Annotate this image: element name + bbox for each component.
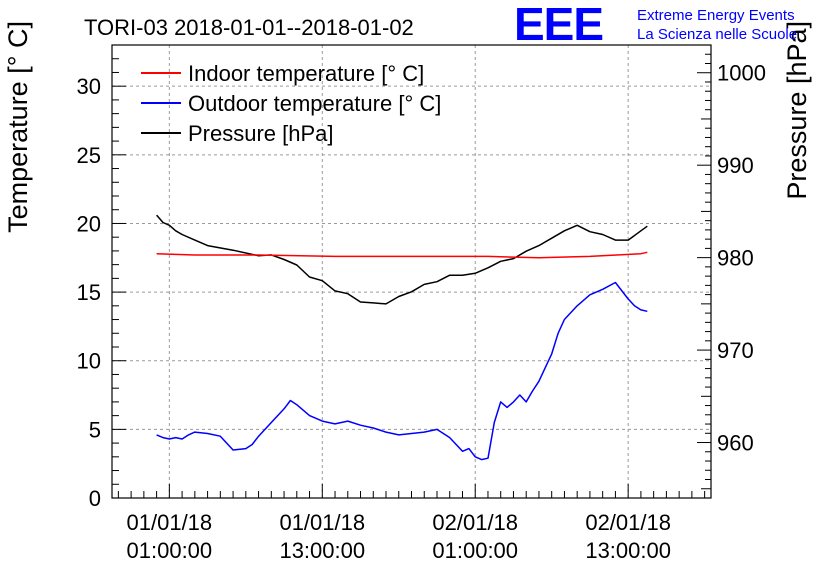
series-line — [156, 251, 648, 259]
legend-label: Outdoor temperature [° C] — [188, 91, 441, 116]
logo-mark: EEE — [514, 0, 603, 50]
y2-tick-label: 970 — [717, 338, 754, 363]
legend-label: Indoor temperature [° C] — [188, 61, 424, 86]
y-tick-label: 20 — [77, 211, 101, 236]
y2-tick-label: 960 — [717, 431, 754, 456]
x-tick-label: 01:00:00 — [127, 538, 213, 563]
y-tick-label: 0 — [89, 486, 101, 511]
eee-logo: EEE Extreme Energy Events La Scienza nel… — [514, 0, 797, 50]
x-tick-label: 01:00:00 — [432, 538, 518, 563]
y2-tick-label: 990 — [717, 153, 754, 178]
legend-label: Pressure [hPa] — [188, 121, 334, 146]
x-tick-label: 01/01/18 — [127, 510, 213, 535]
x-tick-label: 13:00:00 — [585, 538, 671, 563]
y-axis-right: 960 970 980 990 1000 — [697, 44, 766, 499]
y-tick-label: 5 — [89, 417, 101, 442]
logo-line-2: La Scienza nelle Scuole — [637, 26, 797, 43]
gridlines — [112, 45, 711, 498]
x-tick-label: 13:00:00 — [279, 538, 365, 563]
x-tick-label: 02/01/18 — [585, 510, 671, 535]
x-tick-label: 01/01/18 — [279, 510, 365, 535]
y-tick-label: 30 — [77, 74, 101, 99]
y2-tick-label: 980 — [717, 246, 754, 271]
chart-title: TORI-03 2018-01-01--2018-01-02 — [84, 15, 414, 40]
series-line — [156, 281, 648, 461]
y-axis-left: 0 5 10 15 20 25 30 — [77, 44, 126, 511]
y-axis-title-left: Temperature [° C] — [3, 21, 33, 233]
logo-line-1: Extreme Energy Events — [637, 7, 795, 24]
legend: Indoor temperature [° C] Outdoor temperat… — [141, 61, 441, 146]
series-line — [156, 214, 648, 305]
x-tick-label: 02/01/18 — [432, 510, 518, 535]
y2-tick-label: 1000 — [717, 61, 766, 86]
y-axis-title-right: Pressure [hPa] — [782, 21, 812, 200]
series-lines — [156, 214, 648, 461]
x-axis: 01/01/18 01:00:00 01/01/18 13:00:00 02/01/18… — [117, 484, 706, 563]
y-tick-label: 10 — [77, 349, 101, 374]
y-tick-label: 15 — [77, 280, 101, 305]
y-tick-label: 25 — [77, 143, 101, 168]
